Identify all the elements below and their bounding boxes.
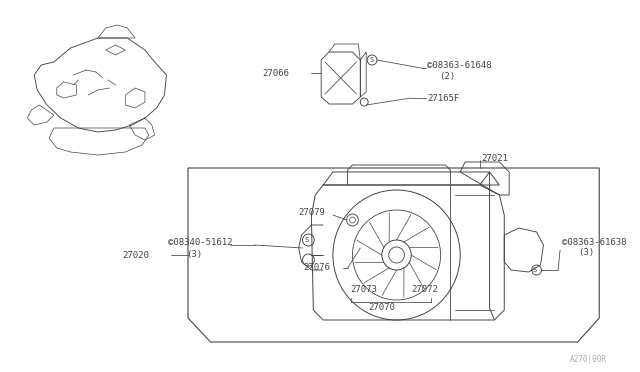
Text: S: S: [305, 237, 308, 243]
Text: 27066: 27066: [262, 68, 289, 77]
Text: 27076: 27076: [303, 263, 330, 273]
Text: ©08363-61648: ©08363-61648: [427, 61, 492, 70]
Text: A270|00R: A270|00R: [570, 356, 607, 365]
Text: 27070: 27070: [369, 304, 396, 312]
Text: (3): (3): [578, 247, 594, 257]
Text: 27021: 27021: [482, 154, 509, 163]
Text: S: S: [532, 267, 537, 273]
Text: 27079: 27079: [299, 208, 326, 217]
Text: ©08363-61638: ©08363-61638: [562, 237, 627, 247]
Text: ©08340-51612: ©08340-51612: [168, 237, 233, 247]
Text: (2): (2): [438, 71, 455, 80]
Text: S: S: [369, 57, 373, 63]
Text: (3): (3): [186, 250, 202, 259]
Text: 27165F: 27165F: [427, 93, 459, 103]
Text: 27073: 27073: [351, 285, 378, 295]
Text: 27020: 27020: [122, 250, 149, 260]
Text: 27072: 27072: [412, 285, 438, 295]
